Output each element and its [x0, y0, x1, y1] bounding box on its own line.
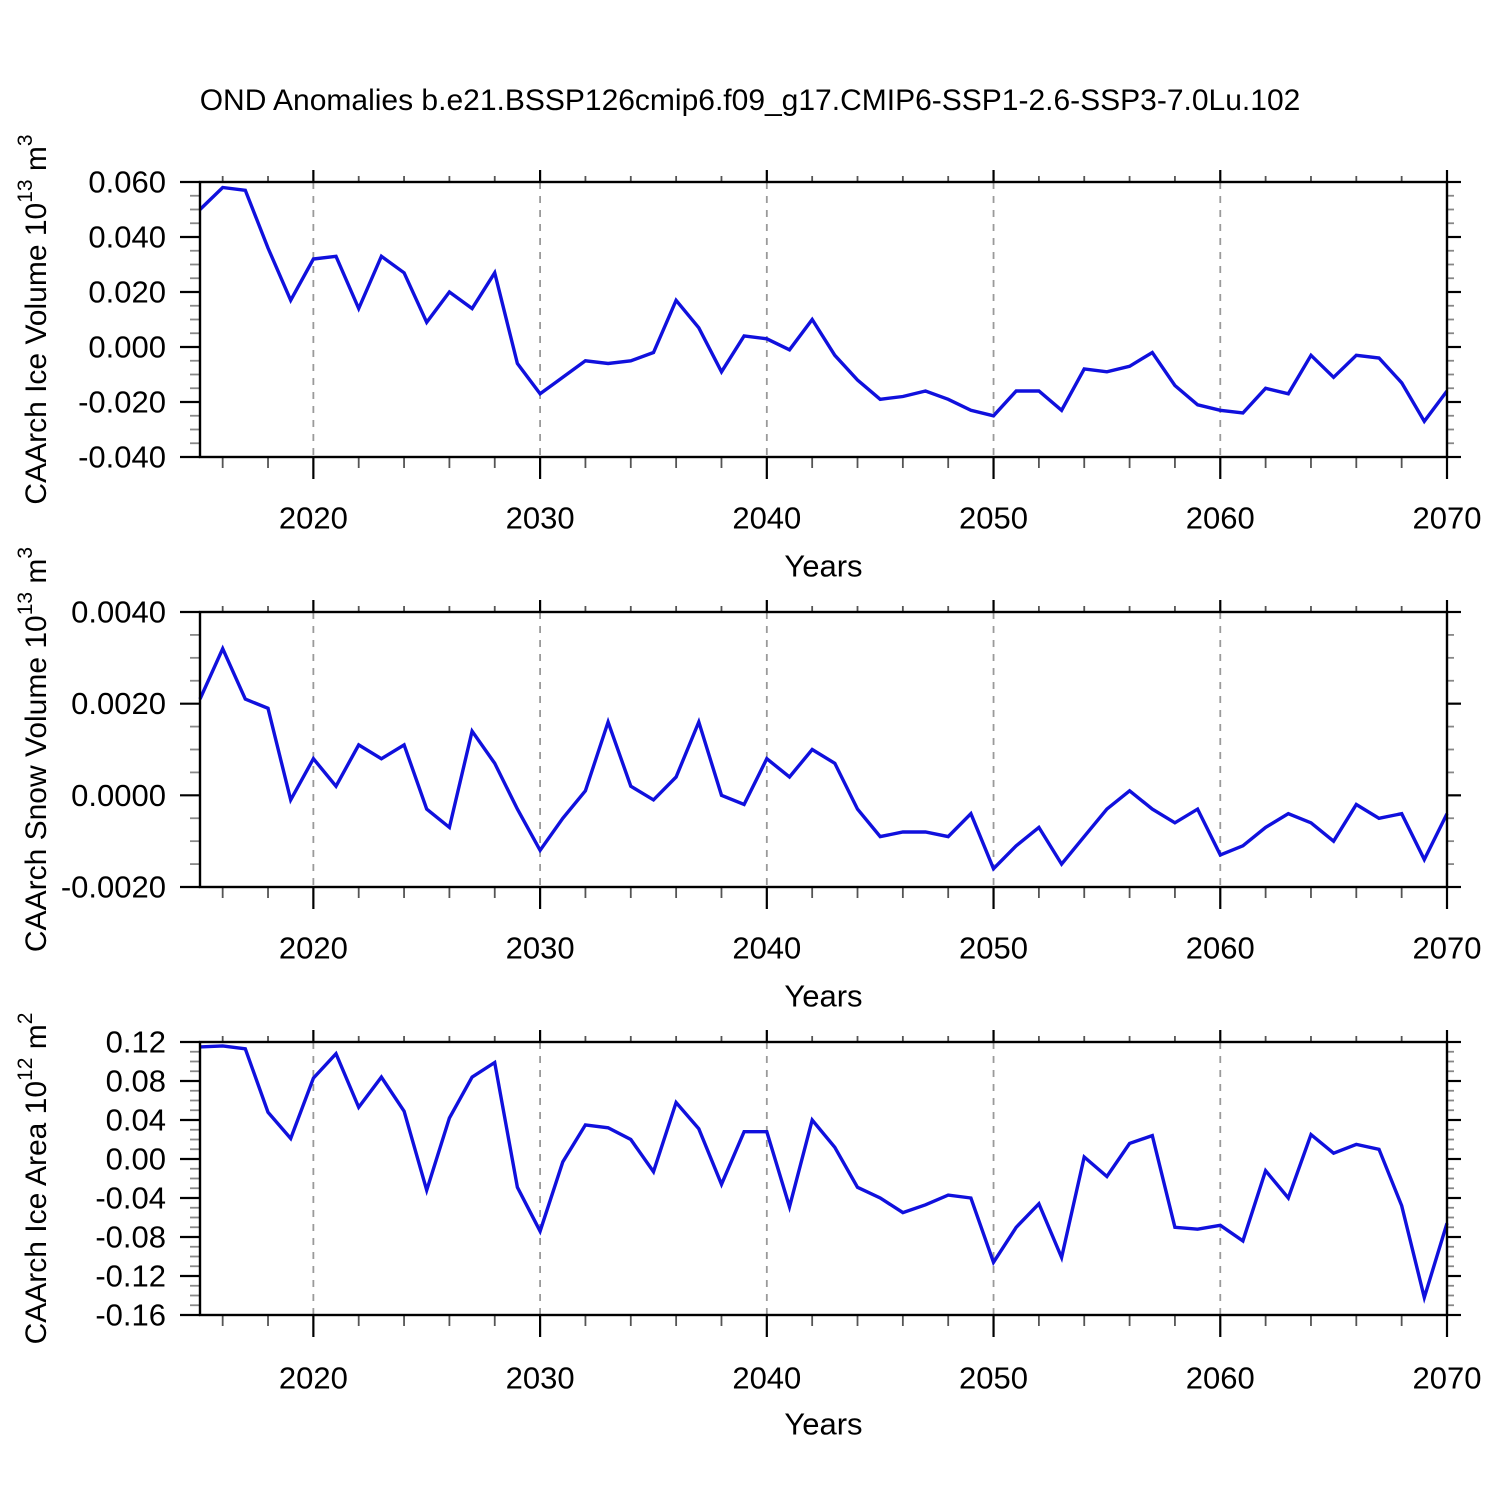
- ice-volume-xtick-label: 2050: [959, 501, 1028, 536]
- ice-volume-ytick-label: -0.040: [78, 440, 166, 475]
- ice-area-ytick-label: -0.12: [95, 1259, 166, 1294]
- snow-volume-axes: 0.0040 0.0020 0.0000 -0.0020 2020 2030 2040 205…: [61, 595, 1482, 966]
- ice-volume-xtick-label: 2070: [1413, 501, 1482, 536]
- snow-volume-x-axis-title: Years: [784, 979, 862, 1014]
- snow-volume-xtick-label: 2050: [959, 931, 1028, 966]
- ice-volume-xtick-label: 2020: [279, 501, 348, 536]
- ice-volume-line: [198, 185, 1449, 425]
- ice-area-y-axis-title: CAArch Ice Area 1012 m2: [14, 1013, 53, 1345]
- snow-volume-xtick-label: 2070: [1413, 931, 1482, 966]
- ice-area-line: [199, 1044, 1449, 1304]
- ice-volume-xtick-label: 2060: [1186, 501, 1255, 536]
- ice-area-xtick-label: 2070: [1413, 1361, 1482, 1396]
- ice-area-ytick-label: -0.04: [95, 1181, 166, 1216]
- snow-volume-ytick-label: 0.0000: [71, 778, 166, 813]
- ice-volume-x-axis-title: Years: [784, 549, 862, 584]
- ice-area-xtick-label: 2060: [1186, 1361, 1255, 1396]
- chart-title: OND Anomalies b.e21.BSSP126cmip6.f09_g17…: [199, 84, 1301, 117]
- snow-volume-ytick-label: 0.0040: [71, 595, 166, 630]
- snow-volume-frame: [198, 610, 1449, 889]
- ice-volume-gridlines: [312, 182, 1222, 457]
- ice-area-ytick-label: 0.04: [106, 1103, 166, 1138]
- snow-volume-ytick-label: 0.0020: [71, 686, 166, 721]
- snow-volume-xtick-label: 2030: [506, 931, 575, 966]
- snow-volume-xtick-label: 2060: [1186, 931, 1255, 966]
- ice-area-ytick-label: 0.08: [106, 1064, 166, 1099]
- ice-volume-ytick-label: 0.020: [88, 275, 166, 310]
- ice-volume-ytick-label: 0.040: [88, 220, 166, 255]
- snow-volume-xtick-label: 2040: [732, 931, 801, 966]
- ice-area-ytick-label: -0.08: [95, 1220, 166, 1255]
- ice-area-gridlines: [312, 1042, 1222, 1315]
- snow-volume-y-axis-title: CAArch Snow Volume 1013 m3: [14, 547, 53, 952]
- ice-volume-ytick-label: -0.020: [78, 385, 166, 420]
- ice-volume-ytick-label: 0.000: [88, 330, 166, 365]
- ice-area-xtick-label: 2030: [506, 1361, 575, 1396]
- ice-volume-y-axis-title: CAArch Ice Volume 1013 m3: [14, 134, 53, 504]
- ice-volume-plot: 0.060 0.040 0.020 0.000 -0.020 -0.040 2020 2030…: [14, 134, 1482, 583]
- snow-volume-ytick-label: -0.0020: [61, 870, 166, 905]
- snow-volume-line: [198, 644, 1449, 872]
- ice-area-ytick-label: 0.00: [106, 1142, 166, 1177]
- ice-area-xtick-label: 2050: [959, 1361, 1028, 1396]
- ice-volume-frame: [198, 180, 1449, 459]
- ice-area-xtick-label: 2020: [279, 1361, 348, 1396]
- ice-volume-axes: 0.060 0.040 0.020 0.000 -0.020 -0.040 2020 2030…: [78, 165, 1481, 536]
- ice-volume-ytick-label: 0.060: [88, 165, 166, 200]
- ice-area-frame: [198, 1040, 1449, 1317]
- ice-area-ytick-label: -0.16: [95, 1298, 166, 1333]
- ice-area-axes: 0.12 0.08 0.04 0.00 -0.04 -0.08 -0.12 -0.16 2020…: [95, 1025, 1481, 1396]
- snow-volume-gridlines: [312, 612, 1222, 887]
- snow-volume-xtick-label: 2020: [279, 931, 348, 966]
- snow-volume-plot: 0.0040 0.0020 0.0000 -0.0020 2020 2030 2040 205…: [14, 547, 1482, 1014]
- ice-area-x-axis-title: Years: [784, 1407, 862, 1442]
- ice-volume-xtick-label: 2040: [732, 501, 801, 536]
- ice-area-plot: 0.12 0.08 0.04 0.00 -0.04 -0.08 -0.12 -0.16 2020…: [14, 1013, 1482, 1442]
- ice-area-ytick-label: 0.12: [106, 1025, 166, 1060]
- ice-area-xtick-label: 2040: [732, 1361, 801, 1396]
- ice-volume-xtick-label: 2030: [506, 501, 575, 536]
